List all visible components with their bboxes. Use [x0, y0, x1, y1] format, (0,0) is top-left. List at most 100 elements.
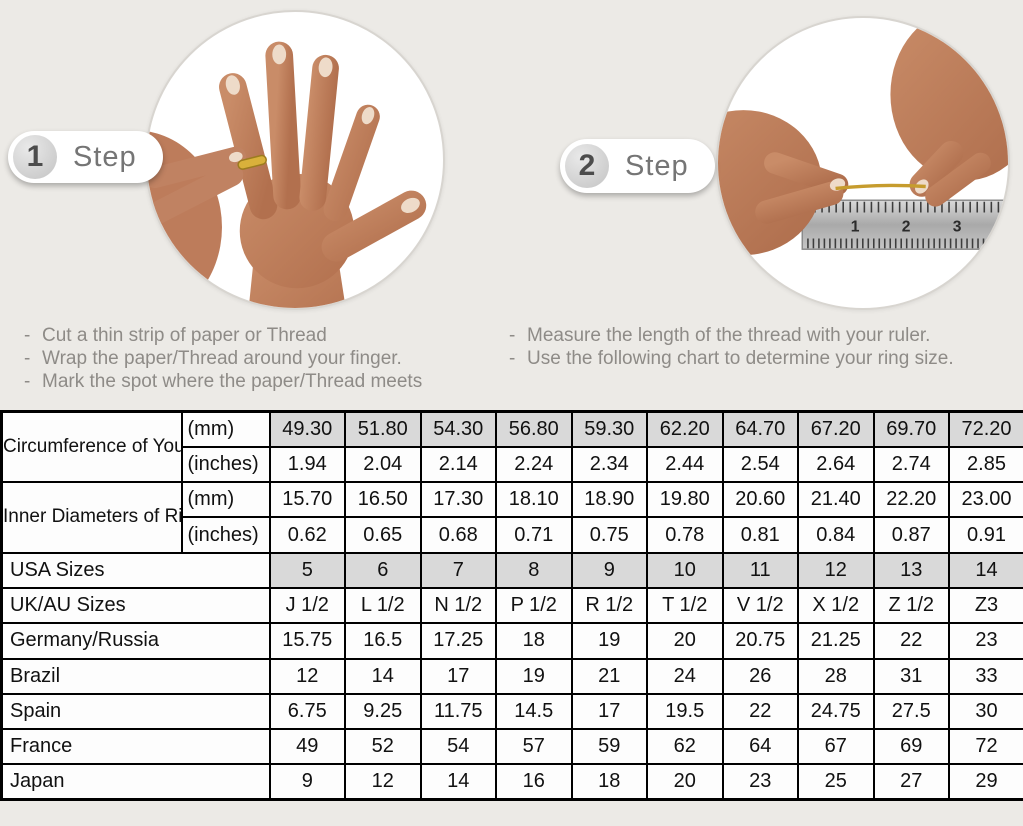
- measure-value-cell: 54.30: [419, 410, 497, 448]
- measure-value-cell: 49.30: [268, 410, 346, 448]
- measure-value-cell: 21.40: [797, 481, 875, 519]
- gold-ring: [237, 154, 267, 170]
- unit-label: (inches): [180, 445, 271, 484]
- size-value-cell: 13: [872, 551, 950, 589]
- step1-label: Step: [73, 140, 137, 173]
- size-value-cell: 59: [570, 728, 648, 766]
- table-row: (inches) 1.94 2.04 2.14 2.24 2.34 2.44 2.54 2.64…: [2, 445, 1023, 484]
- measure-value-cell: 0.68: [419, 516, 497, 554]
- ring-size-table-section: Circumference of Your Finger(mm) 49.3051.…: [0, 410, 1023, 802]
- instruction-line: - Measure the length of the thread with …: [505, 324, 1021, 347]
- size-value-cell: 18: [570, 763, 648, 801]
- size-value-cell: R 1/2: [570, 586, 648, 625]
- measure-value-cell: 69.70: [872, 410, 950, 448]
- ruler-number-1: 1: [851, 219, 860, 236]
- size-value-cell: 6.75: [268, 692, 346, 731]
- measure-value-cell: 72.20: [948, 410, 1023, 448]
- step2-badge: 2 Step: [560, 139, 715, 193]
- ruler-number-3: 3: [953, 219, 962, 236]
- gold-thread: [835, 183, 926, 191]
- measure-value-cell: 0.91: [948, 516, 1023, 554]
- size-system-label: Germany/Russia: [0, 622, 271, 660]
- measure-value-cell: 0.81: [721, 516, 799, 554]
- table-row: Japan 9 12 14 16 18 20 23 25 27 29: [0, 763, 1023, 801]
- size-value-cell: 26: [721, 657, 799, 695]
- measure-value-cell: 23.00: [948, 481, 1023, 519]
- size-system-label: Brazil: [0, 657, 271, 695]
- measure-value-cell: 2.24: [495, 445, 573, 484]
- table-row: (inches) 0.62 0.65 0.68 0.71 0.75 0.78 0.81 0.84…: [2, 516, 1023, 554]
- size-value-cell: 49: [268, 728, 346, 766]
- ruler-illustration: 1 2 3: [801, 199, 1008, 250]
- size-value-cell: 12: [344, 763, 422, 801]
- size-value-cell: 18: [495, 622, 573, 660]
- ring-size-conversion-table: Circumference of Your Finger(mm) 49.3051.…: [0, 410, 1023, 802]
- step1-instructions: - Cut a thin strip of paper or Thread - …: [20, 324, 500, 393]
- size-value-cell: 23: [948, 622, 1023, 660]
- size-value-cell: P 1/2: [495, 586, 573, 625]
- measure-value-cell: 2.54: [721, 445, 799, 484]
- step1-number: 1: [13, 135, 57, 179]
- table-row: USA Sizes 5 6 7 8 9 10 11 12 13 14: [0, 551, 1023, 589]
- size-value-cell: 17.25: [419, 622, 497, 660]
- measure-group-label: Circumference of Your Finger: [0, 410, 183, 484]
- unit-label: (mm): [180, 481, 271, 519]
- measure-value-cell: 59.30: [570, 410, 648, 448]
- size-value-cell: 17: [419, 657, 497, 695]
- size-value-cell: 33: [948, 657, 1023, 695]
- measure-value-cell: 17.30: [419, 481, 497, 519]
- measure-value-cell: 62.20: [646, 410, 724, 448]
- step1-photo: [145, 10, 445, 310]
- measure-value-cell: 15.70: [268, 481, 346, 519]
- size-value-cell: 14.5: [495, 692, 573, 731]
- measure-value-cell: 22.20: [872, 481, 950, 519]
- size-value-cell: 12: [268, 657, 346, 695]
- size-value-cell: 9: [268, 763, 346, 801]
- measure-value-cell: 0.84: [797, 516, 875, 554]
- size-system-label: Spain: [0, 692, 271, 731]
- size-value-cell: 15.75: [268, 622, 346, 660]
- size-value-cell: 6: [344, 551, 422, 589]
- measure-value-cell: 0.71: [495, 516, 573, 554]
- measure-value-cell: 1.94: [268, 445, 346, 484]
- measure-value-cell: 18.10: [495, 481, 573, 519]
- table-row: Inner Diameters of Rings(mm)15.7016.5017…: [0, 481, 1023, 554]
- size-value-cell: 8: [495, 551, 573, 589]
- measure-value-cell: 2.74: [872, 445, 950, 484]
- size-value-cell: 30: [948, 692, 1023, 731]
- size-value-cell: 69: [872, 728, 950, 766]
- bullet-dash: -: [24, 348, 31, 369]
- instruction-text: Use the following chart to determine you…: [527, 348, 954, 369]
- hand-with-ring-illustration: [147, 41, 427, 308]
- size-value-cell: 62: [646, 728, 724, 766]
- measure-value-cell: 56.80: [495, 410, 573, 448]
- size-value-cell: 22: [872, 622, 950, 660]
- step2-number: 2: [565, 144, 609, 188]
- measuring-thread-illustration: 1 2 3: [718, 18, 1008, 256]
- instruction-line: - Wrap the paper/Thread around your fing…: [20, 347, 500, 370]
- measure-value-cell: 2.64: [797, 445, 875, 484]
- measure-value-cell: 2.14: [419, 445, 497, 484]
- measure-value-cell: 51.80: [344, 410, 422, 448]
- size-value-cell: 19.5: [646, 692, 724, 731]
- table-row: Germany/Russia 15.75 16.5 17.25 18 19 20 20.75 2…: [0, 622, 1023, 660]
- unit-label: (inches): [180, 516, 271, 554]
- size-value-cell: 54: [419, 728, 497, 766]
- instruction-text: Cut a thin strip of paper or Thread: [42, 325, 327, 346]
- measure-value-cell: 2.04: [344, 445, 422, 484]
- step2-photo: 1 2 3: [716, 16, 1010, 310]
- size-value-cell: 16.5: [344, 622, 422, 660]
- instruction-line: - Cut a thin strip of paper or Thread: [20, 324, 500, 347]
- instruction-line: - Mark the spot where the paper/Thread m…: [20, 370, 500, 393]
- ruler-number-2: 2: [902, 219, 911, 236]
- size-value-cell: 14: [419, 763, 497, 801]
- instruction-text: Wrap the paper/Thread around your finger…: [42, 348, 402, 369]
- measure-value-cell: 0.87: [872, 516, 950, 554]
- size-value-cell: 17: [570, 692, 648, 731]
- size-value-cell: 11: [721, 551, 799, 589]
- size-value-cell: 7: [419, 551, 497, 589]
- size-value-cell: 16: [495, 763, 573, 801]
- size-value-cell: 19: [570, 622, 648, 660]
- size-value-cell: 57: [495, 728, 573, 766]
